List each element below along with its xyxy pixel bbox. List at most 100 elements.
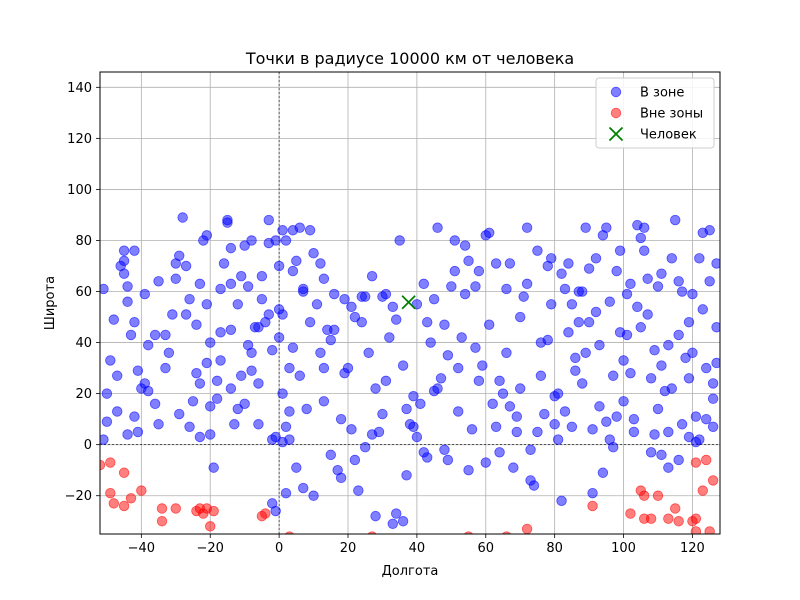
data-point xyxy=(473,375,485,387)
data-point xyxy=(384,332,395,343)
data-point xyxy=(108,498,119,509)
data-point xyxy=(594,401,605,412)
data-point xyxy=(256,293,268,305)
data-point xyxy=(580,222,591,233)
data-point xyxy=(304,225,316,236)
data-point xyxy=(353,485,364,496)
x-tick-label: 0 xyxy=(275,541,283,556)
data-point xyxy=(687,288,698,300)
data-point xyxy=(370,383,381,394)
data-point xyxy=(225,242,237,254)
data-point xyxy=(552,388,564,399)
data-point xyxy=(125,329,137,341)
data-point xyxy=(645,373,657,384)
plot-area xyxy=(100,212,720,534)
legend-label: Человек xyxy=(640,128,697,143)
data-point xyxy=(315,347,326,358)
data-point xyxy=(511,426,522,438)
data-point xyxy=(604,296,615,307)
data-point xyxy=(273,332,285,343)
data-point xyxy=(656,360,667,371)
y-tick-label: 40 xyxy=(75,336,92,351)
data-point xyxy=(222,217,233,228)
data-point xyxy=(697,304,708,315)
data-point xyxy=(466,424,478,435)
data-point xyxy=(470,281,481,292)
data-point xyxy=(639,490,650,501)
data-point xyxy=(583,263,595,274)
data-point xyxy=(308,490,319,501)
data-point xyxy=(597,467,609,478)
data-point xyxy=(425,337,436,348)
data-point xyxy=(628,426,640,438)
data-point xyxy=(329,288,340,300)
data-point xyxy=(201,357,212,369)
data-point xyxy=(439,319,450,330)
data-point xyxy=(208,462,219,473)
data-point xyxy=(325,449,336,461)
data-point xyxy=(270,431,281,443)
data-point xyxy=(239,240,250,251)
data-point xyxy=(101,388,113,399)
data-point xyxy=(194,431,206,443)
data-point xyxy=(236,370,247,381)
data-point xyxy=(215,355,226,366)
y-tick-label: 140 xyxy=(67,81,92,96)
data-point xyxy=(663,426,674,438)
data-point xyxy=(490,258,502,269)
x-tick-label: −20 xyxy=(197,541,224,556)
data-point xyxy=(280,487,292,499)
data-point xyxy=(559,406,571,417)
x-axis-label: Долгота xyxy=(382,564,439,579)
data-point xyxy=(601,222,612,233)
data-point xyxy=(632,219,643,231)
data-point xyxy=(594,339,605,351)
data-point xyxy=(346,301,357,313)
data-point xyxy=(263,214,274,226)
data-point xyxy=(518,291,529,302)
data-point xyxy=(645,513,657,524)
data-point xyxy=(652,490,664,501)
data-point xyxy=(335,413,347,425)
data-point xyxy=(570,352,581,364)
data-point xyxy=(511,411,522,422)
data-point xyxy=(301,403,312,415)
data-point xyxy=(242,281,254,292)
series-2 xyxy=(401,295,416,310)
data-point xyxy=(366,270,378,282)
data-point xyxy=(394,235,405,246)
data-point xyxy=(446,281,457,292)
data-point xyxy=(556,268,567,279)
data-point xyxy=(463,464,474,476)
chart-title: Точки в радиусе 10000 км от человека xyxy=(245,49,574,68)
data-point xyxy=(556,495,567,507)
data-point xyxy=(415,398,426,410)
data-point xyxy=(707,393,719,404)
data-point xyxy=(149,398,161,410)
data-point xyxy=(673,329,684,341)
data-point xyxy=(563,258,574,269)
data-point xyxy=(690,411,702,422)
data-point xyxy=(683,431,695,443)
data-point xyxy=(201,230,212,241)
data-point xyxy=(339,367,350,379)
data-point xyxy=(484,319,495,330)
data-point xyxy=(118,245,130,256)
data-point xyxy=(246,347,257,358)
data-point xyxy=(707,378,719,389)
data-point xyxy=(587,487,598,499)
data-point xyxy=(287,342,299,353)
data-point xyxy=(590,306,602,318)
data-point xyxy=(487,398,498,410)
data-point xyxy=(566,421,578,432)
data-point xyxy=(401,403,412,415)
y-axis-ticks: −20 0 20 40 60 80 100 120 140 xyxy=(65,81,100,504)
data-point xyxy=(291,462,302,473)
data-point xyxy=(108,314,119,325)
data-point xyxy=(432,222,443,233)
data-point xyxy=(570,365,581,376)
data-point xyxy=(253,378,264,389)
data-point xyxy=(463,255,474,267)
data-point xyxy=(205,521,216,532)
